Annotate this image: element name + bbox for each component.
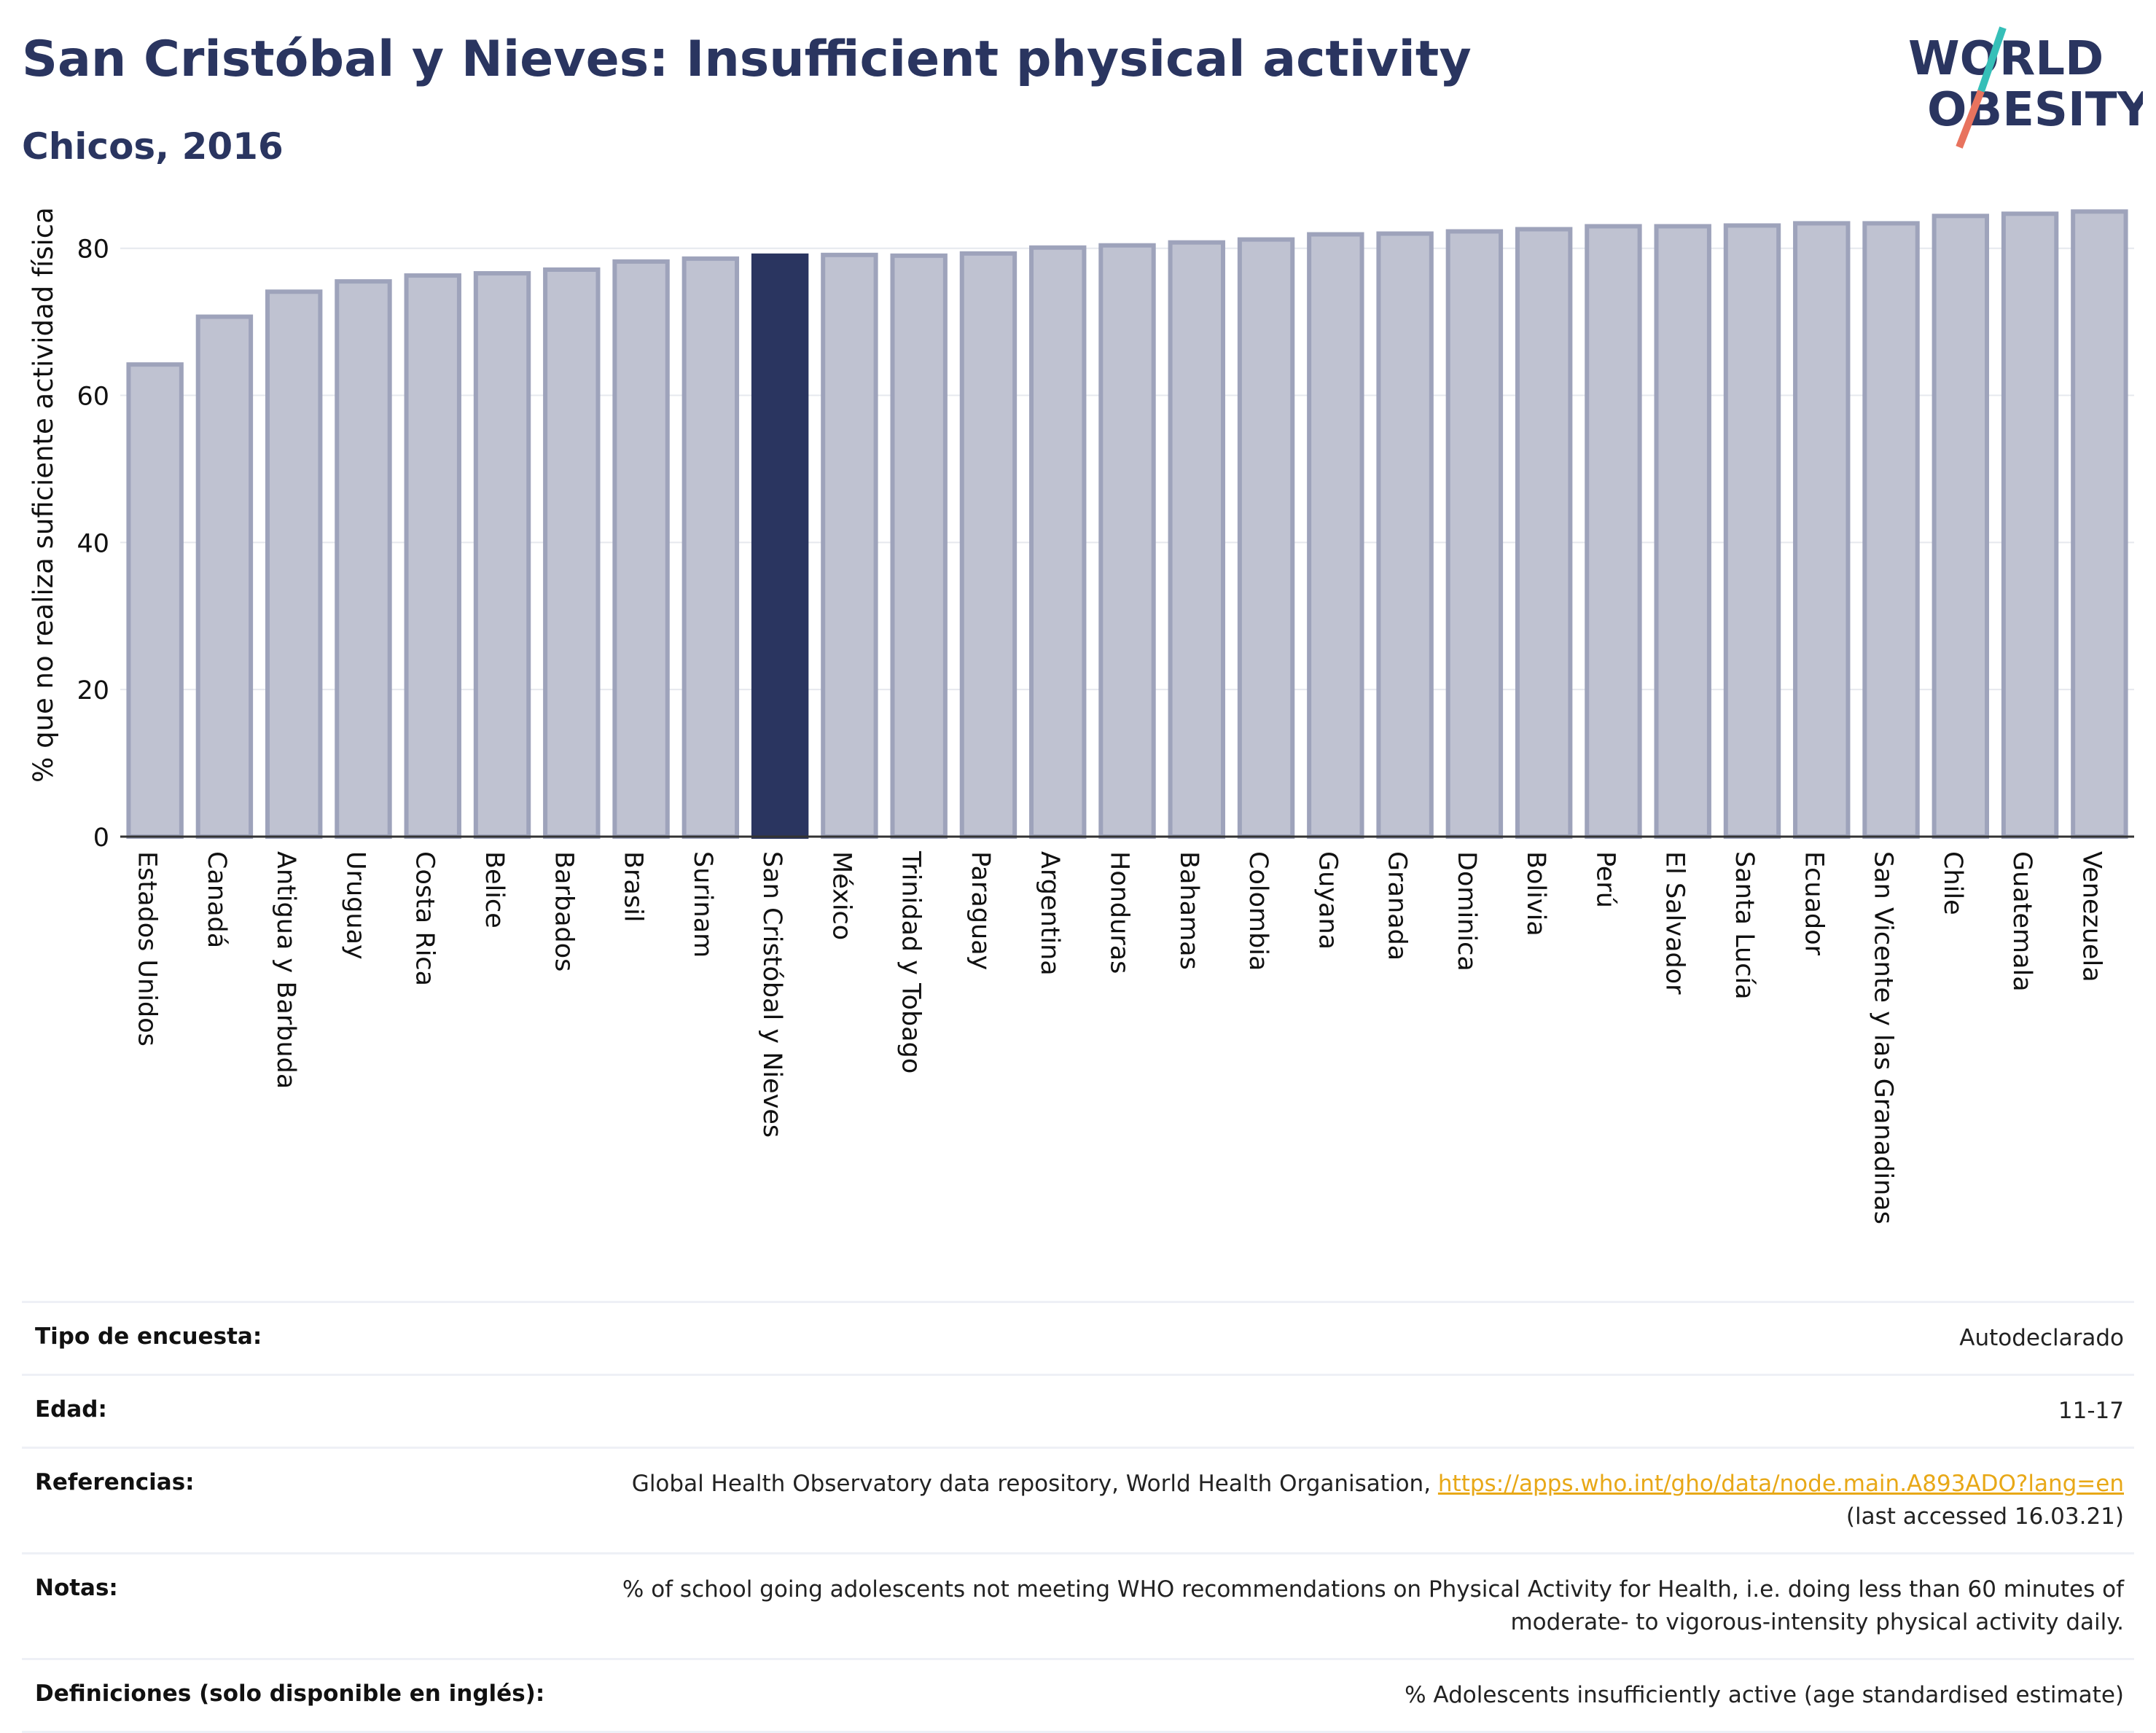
- bar-costa-rica: [404, 273, 461, 839]
- meta-row-definitions: Definiciones (solo disponible en inglés)…: [22, 1657, 2134, 1733]
- x-tick-label: Dominica: [1452, 851, 1481, 971]
- y-tick-label: 0: [93, 824, 109, 853]
- x-tick-label: Venezuela: [2077, 851, 2106, 982]
- meta-label: Notas:: [35, 1574, 118, 1601]
- bar-belice: [473, 271, 531, 839]
- bar-surinam: [681, 256, 740, 839]
- bar-perú: [1585, 224, 1642, 840]
- bar-bolivia: [1515, 227, 1573, 839]
- x-tick-label: Belice: [480, 851, 509, 928]
- bar-honduras: [1098, 243, 1156, 839]
- bar-colombia: [1237, 237, 1295, 840]
- bar-méxico: [821, 252, 878, 839]
- bar-brasil: [612, 259, 670, 839]
- logo-slash-teal: [1977, 26, 2007, 93]
- meta-value: Autodeclarado: [1959, 1325, 2124, 1351]
- x-tick-label: Argentina: [1035, 851, 1064, 976]
- bar-chart: 0 20 40 60 80 Estados Unidos Canadá Antigua y …: [28, 207, 2134, 1224]
- x-tick-label: Brasil: [619, 851, 648, 923]
- x-tick-label: Antigua y Barbuda: [271, 851, 300, 1089]
- y-tick-label: 60: [77, 383, 109, 412]
- bar-antigua-y-barbuda: [265, 289, 323, 840]
- x-tick-label: Guatemala: [2007, 851, 2036, 992]
- x-tick-label: Surinam: [688, 851, 717, 958]
- meta-value: 11-17: [2058, 1397, 2124, 1424]
- x-tick-label: Bahamas: [1174, 851, 1203, 970]
- x-tick-label: Colombia: [1243, 851, 1273, 971]
- reference-accessed: (last accessed 16.03.21): [1846, 1503, 2124, 1530]
- meta-label: Edad:: [35, 1396, 107, 1423]
- meta-row-notes: Notas: % of school going adolescents not…: [22, 1552, 2134, 1658]
- logo-line1: WORLD: [1908, 32, 2104, 86]
- x-tick-label: México: [827, 851, 856, 940]
- bar-chile: [1932, 214, 1990, 839]
- x-tick-label: Bolivia: [1521, 851, 1550, 936]
- world-obesity-logo: WORLD OBESITY: [1908, 26, 2143, 149]
- notes-line2: moderate- to vigorous-intensity physical…: [1510, 1608, 2124, 1635]
- x-tick-label: Santa Lucía: [1730, 851, 1759, 1000]
- meta-row-survey-type: Tipo de encuesta: Autodeclarado: [22, 1301, 2134, 1374]
- page-subtitle: Chicos, 2016: [22, 125, 284, 168]
- x-tick-label: San Vicente y las Granadinas: [1869, 851, 1898, 1224]
- x-tick-label: Costa Rica: [410, 851, 440, 986]
- x-tick-label: Honduras: [1105, 851, 1134, 974]
- y-axis-ticks: 0 20 40 60 80: [77, 235, 109, 853]
- meta-label: Tipo de encuesta:: [35, 1323, 262, 1350]
- reference-text: Global Health Observatory data repositor…: [631, 1470, 1438, 1497]
- bar-ecuador: [1793, 221, 1851, 840]
- y-tick-label: 80: [77, 235, 109, 265]
- y-axis-label: % que no realiza suficiente actividad fí…: [28, 207, 59, 783]
- page-title: San Cristóbal y Nieves: Insufficient phy…: [22, 31, 1472, 88]
- bar-estados-unidos: [126, 362, 184, 839]
- x-tick-label: Estados Unidos: [133, 851, 162, 1047]
- bar-barbados: [543, 267, 601, 839]
- x-tick-label: Trinidad y Tobago: [897, 850, 926, 1073]
- bar-guyana: [1307, 232, 1364, 839]
- x-tick-label: Perú: [1590, 851, 1620, 908]
- bar-paraguay: [959, 251, 1018, 840]
- meta-row-references: Referencias: Global Health Observatory d…: [22, 1446, 2134, 1552]
- meta-row-age: Edad: 11-17: [22, 1373, 2134, 1447]
- x-tick-label: Ecuador: [1799, 851, 1828, 956]
- x-tick-label: Granada: [1383, 851, 1412, 961]
- bar-uruguay: [335, 279, 392, 839]
- bars: [126, 209, 2128, 840]
- meta-value: % of school going adolescents not meetin…: [22, 1554, 2134, 1658]
- y-tick-label: 20: [77, 676, 109, 705]
- x-tick-label: Guyana: [1313, 851, 1342, 950]
- bar-trinidad-y-tobago: [890, 253, 948, 839]
- x-axis-labels: Estados Unidos Canadá Antigua y Barbuda Uru…: [133, 850, 2106, 1224]
- bar-granada: [1376, 231, 1434, 839]
- bar-bahamas: [1168, 240, 1225, 839]
- reference-link[interactable]: https://apps.who.int/gho/data/node.main.…: [1437, 1470, 2124, 1497]
- x-tick-label: El Salvador: [1660, 851, 1690, 995]
- bar-venezuela: [2071, 209, 2128, 840]
- meta-value: Global Health Observatory data repositor…: [22, 1449, 2134, 1552]
- metadata-table: Tipo de encuesta: Autodeclarado Edad: 11…: [22, 1301, 2134, 1733]
- x-tick-label: Uruguay: [340, 851, 370, 960]
- meta-label: Referencias:: [35, 1468, 195, 1495]
- bar-santa-lucía: [1723, 223, 1781, 840]
- x-tick-label: San Cristóbal y Nieves: [757, 851, 786, 1138]
- bar-san-vicente-y-las-granadinas: [1862, 221, 1920, 840]
- logo-slash-coral: [1956, 90, 1985, 149]
- y-tick-label: 40: [77, 529, 109, 558]
- bar-argentina: [1029, 245, 1087, 839]
- x-tick-label: Canadá: [202, 851, 231, 948]
- x-tick-label: Barbados: [549, 851, 578, 971]
- notes-line1: % of school going adolescents not meetin…: [622, 1576, 2124, 1603]
- x-tick-label: Chile: [1938, 851, 1967, 915]
- bar-canadá: [195, 314, 254, 839]
- bar-el-salvador: [1654, 224, 1711, 840]
- x-tick-label: Paraguay: [966, 851, 995, 970]
- bar-guatemala: [2001, 211, 2059, 839]
- meta-label: Definiciones (solo disponible en inglés)…: [35, 1680, 545, 1707]
- bar-dominica: [1445, 229, 1504, 839]
- bar-san-cristóbal-y-nieves: [751, 253, 809, 839]
